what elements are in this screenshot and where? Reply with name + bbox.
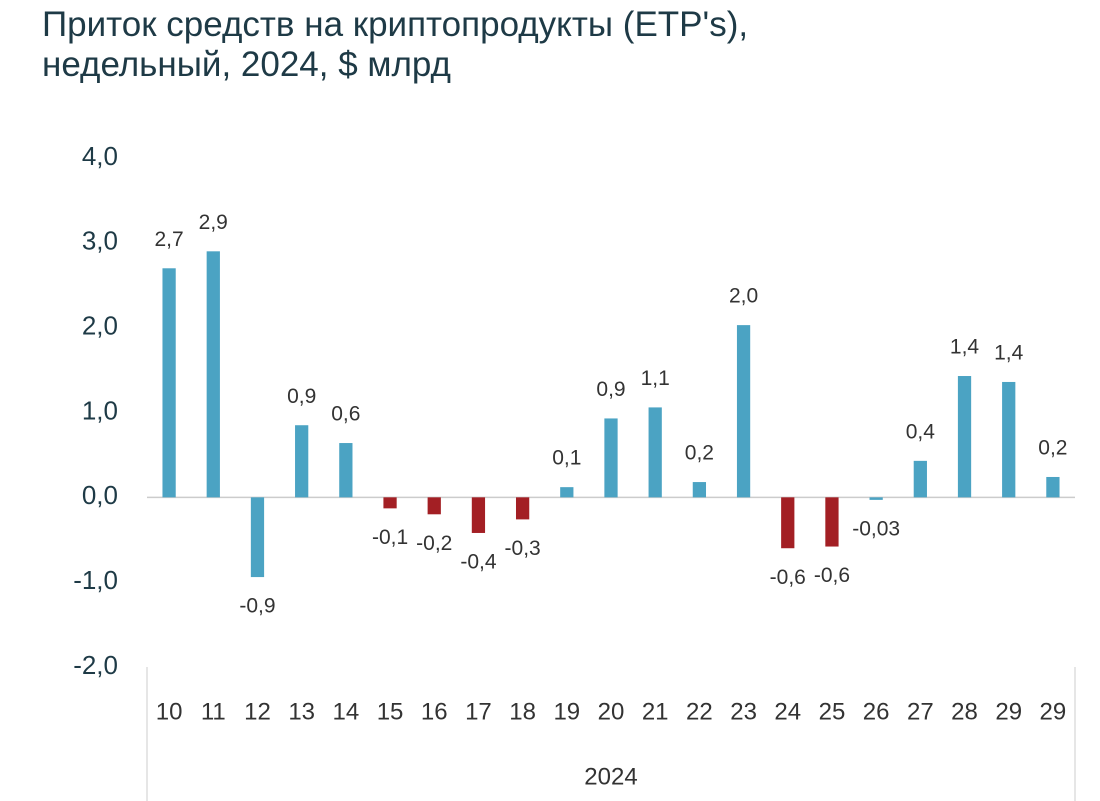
x-tick-label: 22 <box>686 698 713 725</box>
value-label: -0,6 <box>814 564 850 587</box>
x-axis-label: 2024 <box>584 763 637 790</box>
x-tick-label: 16 <box>421 698 448 725</box>
x-tick-label: 10 <box>156 698 183 725</box>
bar <box>869 497 883 500</box>
y-tick-label: 3,0 <box>82 226 118 256</box>
value-label: 0,6 <box>331 403 360 426</box>
bar <box>295 425 309 498</box>
bar <box>560 487 574 498</box>
value-label: -0,4 <box>460 551 497 574</box>
chart-title: недельный, 2024, $ млрд <box>42 45 451 84</box>
bar <box>427 497 441 515</box>
y-tick-label: 0,0 <box>82 480 118 510</box>
value-label: 2,7 <box>154 228 183 251</box>
bar <box>604 418 618 498</box>
bar <box>648 407 662 498</box>
bar <box>957 376 972 498</box>
value-label: -0,1 <box>372 526 408 549</box>
y-tick-label: 2,0 <box>82 311 118 341</box>
value-label: 0,1 <box>552 447 581 470</box>
y-tick-label: -2,0 <box>73 650 118 680</box>
y-tick-label: 1,0 <box>82 395 118 425</box>
bar <box>825 497 839 547</box>
bar <box>515 497 530 520</box>
bar <box>692 482 707 498</box>
value-label: 2,9 <box>199 211 228 234</box>
x-tick-label: 28 <box>951 698 978 725</box>
value-label: -0,6 <box>770 566 806 589</box>
value-label: -0,9 <box>239 595 275 618</box>
value-label: 0,2 <box>1038 437 1067 460</box>
x-tick-label: 26 <box>863 698 890 725</box>
chart-title: Приток средств на криптопродукты (ETP's)… <box>42 5 748 44</box>
x-tick-label: 24 <box>774 698 801 725</box>
bar <box>250 497 265 578</box>
value-label: 0,9 <box>596 378 625 401</box>
x-tick-label: 25 <box>819 698 846 725</box>
x-tick-label: 14 <box>333 698 360 725</box>
x-tick-label: 23 <box>730 698 757 725</box>
value-label: -0,2 <box>416 532 452 555</box>
x-tick-label: 20 <box>598 698 625 725</box>
x-tick-label: 21 <box>642 698 669 725</box>
bar <box>736 325 751 498</box>
value-label: -0,3 <box>505 537 541 560</box>
x-tick-label: 19 <box>553 698 580 725</box>
value-label: 1,4 <box>950 336 980 359</box>
bar <box>1046 476 1060 498</box>
y-tick-label: 4,0 <box>82 141 118 171</box>
value-label: 0,9 <box>287 385 316 408</box>
y-tick-label: -1,0 <box>73 565 118 595</box>
bar <box>339 443 353 498</box>
x-tick-label: 11 <box>201 698 226 725</box>
bar <box>913 460 927 498</box>
value-label: 2,0 <box>729 285 758 308</box>
value-label: 0,4 <box>906 420 936 443</box>
value-label: 1,1 <box>641 367 670 390</box>
bar <box>206 251 220 498</box>
value-label: 1,4 <box>994 342 1024 365</box>
x-tick-label: 29 <box>1040 698 1067 725</box>
x-tick-label: 12 <box>244 698 271 725</box>
x-tick-label: 13 <box>288 698 315 725</box>
value-label: 0,2 <box>685 442 714 465</box>
bar <box>1002 381 1016 498</box>
x-tick-label: 27 <box>907 698 934 725</box>
x-tick-label: 18 <box>509 698 536 725</box>
bar <box>781 497 795 549</box>
value-label: -0,03 <box>852 517 900 540</box>
x-tick-label: 15 <box>377 698 404 725</box>
x-tick-label: 29 <box>995 698 1022 725</box>
bar <box>162 268 176 498</box>
bar <box>471 497 486 533</box>
x-tick-label: 17 <box>465 698 492 725</box>
bar <box>383 497 397 509</box>
